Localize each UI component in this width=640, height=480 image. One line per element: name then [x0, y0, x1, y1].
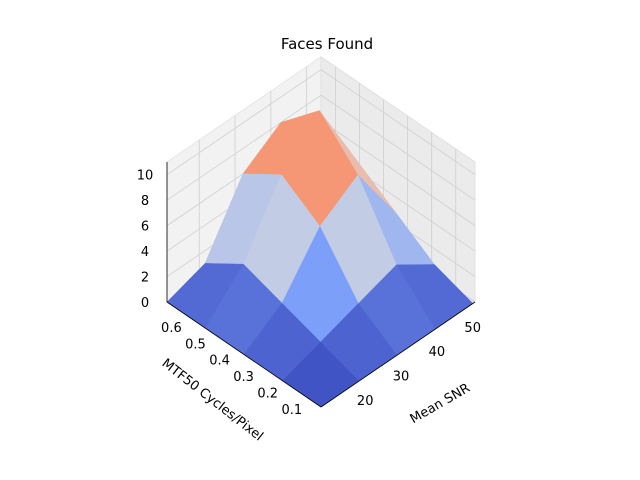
gridline-z	[320, 94, 476, 201]
surface	[166, 110, 474, 408]
x-tick-label: 40	[429, 345, 446, 360]
z-tick-label: 10	[137, 169, 154, 184]
gridline-z	[166, 94, 322, 201]
z-tick-label: 0	[141, 296, 149, 311]
gridline-z	[320, 120, 476, 226]
z-tick-label: 4	[141, 245, 149, 260]
x-axis-line	[320, 301, 476, 408]
y-tick-label: 0.1	[281, 403, 302, 418]
gridline-z	[166, 69, 322, 176]
chart-title: Faces Found	[281, 35, 373, 53]
z-tick-label: 2	[141, 271, 149, 286]
y-tick-label: 0.6	[161, 321, 182, 336]
x-tick-label: 20	[357, 394, 374, 409]
y-tick-label: 0.5	[185, 337, 206, 352]
gridline-z	[320, 69, 476, 176]
y-axis-line	[166, 301, 322, 408]
x-tick-label: 50	[464, 321, 481, 336]
y-tick-label: 0.2	[257, 387, 278, 402]
x-axis-label: Mean SNR	[408, 381, 473, 427]
tick-labels: 20 30 40 50 0.10.20.30.40.50.6 0 2 4 6 8 10	[137, 169, 481, 418]
y-tick-label: 0.4	[209, 354, 230, 369]
z-tick-label: 8	[141, 194, 149, 209]
axis-lines	[166, 162, 476, 408]
x-tick-label: 30	[393, 370, 410, 385]
y-tick-label: 0.3	[233, 370, 254, 385]
z-tick-label: 6	[141, 220, 149, 235]
